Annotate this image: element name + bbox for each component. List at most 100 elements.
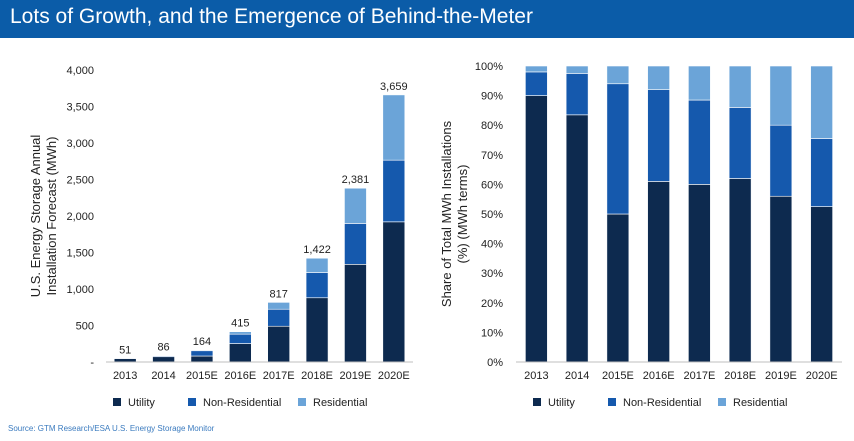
chart1-total-label: 86: [157, 342, 169, 354]
chart2-bar-utility-2016e: [647, 181, 670, 363]
chart1-bar-utility-2013: [113, 358, 137, 363]
chart2-xtick-label: 2020E: [806, 370, 838, 382]
chart2-bar-non-residential-2016e: [647, 89, 670, 182]
chart1-legend-label: Utility: [128, 397, 155, 409]
chart2-ytick-label: 80%: [481, 120, 503, 132]
chart2-legend-swatch-residential: [718, 398, 726, 406]
chart1-ytick-label: 2,000: [66, 211, 94, 223]
chart2-legend-label: Residential: [733, 397, 787, 409]
chart1-ytick-label: 2,500: [66, 175, 94, 187]
chart1-legend-swatch-non-residential: [188, 398, 196, 406]
chart2-xtick-label: 2019E: [765, 370, 797, 382]
chart2-bar-utility-2014: [565, 114, 589, 363]
chart1-ytick-label: 3,000: [66, 138, 94, 150]
chart1-ylabel: U.S. Energy Storage AnnualInstallation F…: [28, 135, 59, 298]
chart2-ytick-label: 100%: [475, 61, 503, 73]
chart2-bar-non-residential-2017e: [688, 99, 711, 185]
chart2-bar-non-residential-2015e: [606, 83, 630, 215]
chart2-legend-swatch-utility: [533, 398, 541, 406]
chart1-xtick-label: 2020E: [378, 370, 410, 382]
chart1-ytick-label: 1,500: [66, 248, 94, 260]
chart1-bar-utility-2019e: [344, 264, 367, 363]
chart2-bar-residential-2013: [525, 65, 548, 73]
chart1-xtick-label: 2013: [113, 370, 137, 382]
chart2-bar-residential-2020e: [810, 65, 833, 139]
chart1-bar-non-residential-2018e: [305, 272, 329, 299]
source-note: Source: GTM Research/ESA U.S. Energy Sto…: [8, 424, 215, 433]
chart1-bar-non-residential-2020e: [382, 159, 406, 223]
chart2-ytick-label: 70%: [481, 150, 503, 162]
chart2-ytick-label: 10%: [481, 327, 503, 339]
charts-canvas: - 500 1,000 1,500 2,000 2,500 3,000 3,500 4,000 2…: [28, 61, 842, 409]
chart2-bar-utility-2018e: [728, 178, 752, 363]
chart2-bar-utility-2013: [525, 95, 548, 363]
chart1-bar-residential-2017e: [267, 302, 290, 310]
chart1-bar-residential-2015e: [190, 349, 214, 352]
chart1-xtick-label: 2015E: [186, 370, 218, 382]
chart2-ytick-label: 0%: [487, 357, 503, 369]
header-bar: Lots of Growth, and the Emergence of Beh…: [0, 0, 854, 38]
chart2-bar-non-residential-2014: [565, 73, 589, 116]
chart1-ytick-label: 4,000: [66, 65, 94, 77]
chart1-xtick-label: 2014: [151, 370, 175, 382]
chart1-total-label: 51: [119, 344, 131, 356]
chart1-total-label: 817: [270, 288, 288, 300]
chart2-bar-residential-2019e: [769, 65, 793, 126]
chart2-xtick-label: 2017E: [683, 370, 715, 382]
chart2-bar-residential-2014: [565, 65, 589, 74]
chart2-ylabel: Share of Total MWh Installations(%) (MWh…: [439, 120, 470, 307]
chart1-total-label: 2,381: [342, 174, 370, 186]
chart2-bar-utility-2020e: [810, 206, 833, 363]
chart1-bar-non-residential-2015e: [190, 350, 214, 357]
chart2-xtick-label: 2016E: [643, 370, 675, 382]
chart1-bar-residential-2018e: [305, 257, 329, 273]
chart2-bar-residential-2017e: [688, 65, 711, 101]
chart2-bar-utility-2015e: [606, 213, 630, 363]
chart1-ytick-label: -: [90, 357, 94, 369]
chart1-ytick-label: 1,000: [66, 284, 94, 296]
chart2-legend-label: Non-Residential: [623, 397, 701, 409]
chart2-ytick-label: 30%: [481, 268, 503, 280]
chart1-legend-swatch-utility: [113, 398, 121, 406]
chart1-legend-swatch-residential: [298, 398, 306, 406]
chart1-bar-utility-2015e: [190, 355, 214, 363]
chart1-bar-non-residential-2019e: [344, 223, 367, 265]
chart2-xtick-label: 2015E: [602, 370, 634, 382]
chart2-xtick-label: 2013: [524, 370, 548, 382]
chart1-ytick-label: 3,500: [66, 102, 94, 114]
chart1-bar-residential-2020e: [382, 94, 406, 161]
chart2-bar-utility-2019e: [769, 195, 793, 363]
chart1-bar-non-residential-2017e: [267, 308, 290, 327]
chart1-bar-residential-2019e: [344, 187, 367, 224]
chart2-ytick-label: 20%: [481, 298, 503, 310]
chart2-bar-residential-2018e: [728, 65, 752, 108]
chart2-bar-utility-2017e: [688, 184, 711, 363]
chart1-total-label: 1,422: [303, 244, 331, 256]
chart1-bar-residential-2016e: [229, 331, 252, 335]
chart2-xtick-label: 2018E: [724, 370, 756, 382]
chart1-total-label: 3,659: [380, 81, 408, 93]
page-title: Lots of Growth, and the Emergence of Beh…: [10, 5, 533, 28]
chart1-bar-utility-2018e: [305, 297, 329, 363]
chart1-bar-utility-2014: [152, 356, 175, 363]
chart2-bar-non-residential-2020e: [810, 138, 833, 207]
chart1-total-label: 415: [231, 318, 249, 330]
chart2-ytick-label: 90%: [481, 91, 503, 103]
chart1-xtick-label: 2016E: [224, 370, 256, 382]
chart1-xtick-label: 2019E: [340, 370, 372, 382]
chart2-ytick-label: 50%: [481, 209, 503, 221]
chart1-legend-label: Non-Residential: [203, 397, 281, 409]
chart1-xtick-label: 2017E: [263, 370, 295, 382]
chart2-bar-residential-2015e: [606, 65, 630, 85]
chart1-total-label: 164: [193, 336, 211, 348]
chart1-bar-utility-2017e: [267, 325, 290, 363]
chart2-legend-swatch-non-residential: [608, 398, 616, 406]
chart2-bar-non-residential-2018e: [728, 107, 752, 179]
chart2-xtick-label: 2014: [565, 370, 589, 382]
chart1-ytick-label: 500: [76, 321, 94, 333]
chart2-ytick-label: 40%: [481, 239, 503, 251]
chart1-bar-utility-2016e: [229, 343, 252, 363]
chart1-legend-label: Residential: [313, 397, 367, 409]
chart1-bar-non-residential-2016e: [229, 333, 252, 344]
chart2-legend-label: Utility: [548, 397, 575, 409]
